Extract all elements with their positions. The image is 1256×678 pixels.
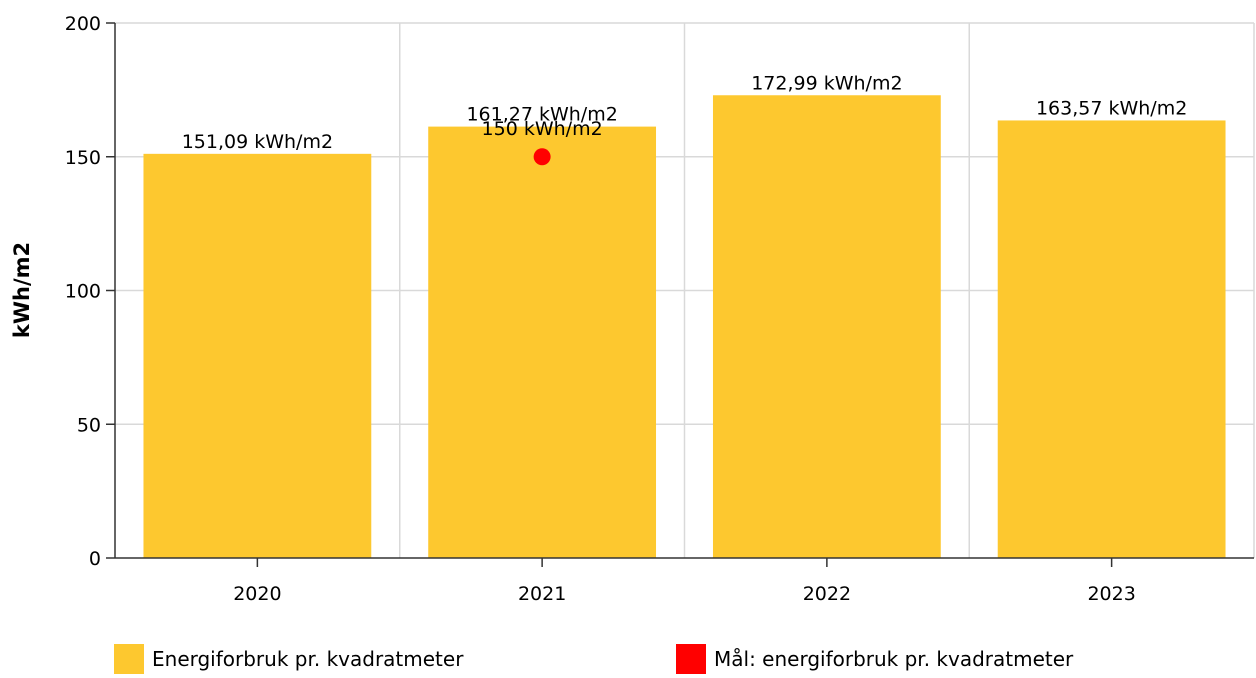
x-tick-label: 2022	[803, 583, 851, 605]
bar-value-label: 151,09 kWh/m2	[182, 131, 333, 153]
legend-swatch-bars	[114, 644, 144, 674]
bar-value-label: 163,57 kWh/m2	[1036, 97, 1187, 119]
legend-item-target[interactable]: Mål: energiforbruk pr. kvadratmeter	[676, 644, 1073, 674]
target-value-label: 150 kWh/m2	[482, 118, 603, 140]
y-tick-label: 150	[65, 147, 101, 169]
bar-value-label: 172,99 kWh/m2	[751, 72, 902, 94]
y-tick-label: 100	[65, 281, 101, 303]
y-tick-label: 50	[77, 414, 101, 436]
y-tick-label: 200	[65, 13, 101, 35]
legend-label-bars: Energiforbruk pr. kvadratmeter	[152, 647, 464, 671]
bars	[143, 95, 1226, 559]
target-points	[533, 148, 551, 166]
target-point-2021[interactable]	[533, 148, 551, 166]
x-tick-label: 2021	[518, 583, 566, 605]
bar-value-label: 161,27 kWh/m2	[466, 104, 617, 126]
legend-item-bars[interactable]: Energiforbruk pr. kvadratmeter	[114, 644, 463, 674]
y-tick-labels: 0 50 100 150 200	[65, 13, 115, 570]
data-labels: 151,09 kWh/m2 161,27 kWh/m2 172,99 kWh/m2 1…	[182, 72, 1188, 153]
chart: 0 50 100 150 200 2020 2021 2022 2023 151,09 kWh…	[10, 13, 1255, 605]
bar-2022[interactable]	[712, 95, 941, 559]
x-tick-label: 2023	[1087, 583, 1135, 605]
x-tick-labels: 2020 2021 2022 2023	[233, 558, 1136, 605]
legend: Energiforbruk pr. kvadratmeter Mål: ener…	[0, 644, 1256, 678]
y-tick-label: 0	[89, 548, 101, 570]
y-axis-title: kWh/m2	[10, 242, 34, 338]
legend-label-target: Mål: energiforbruk pr. kvadratmeter	[714, 647, 1074, 671]
bar-2021[interactable]	[428, 126, 657, 558]
x-tick-label: 2020	[233, 583, 281, 605]
bar-2023[interactable]	[997, 120, 1226, 558]
legend-swatch-target	[676, 644, 706, 674]
bar-2020[interactable]	[143, 153, 372, 559]
